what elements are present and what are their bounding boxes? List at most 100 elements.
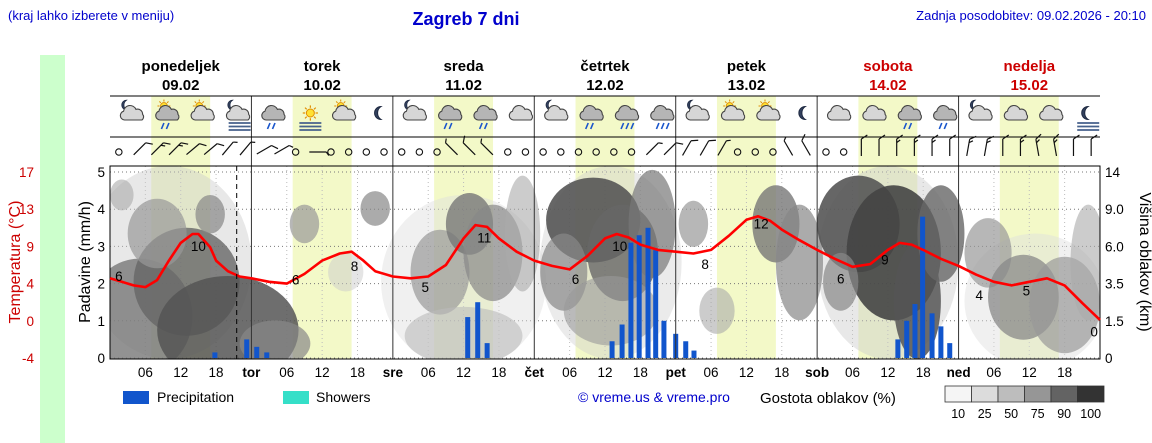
cloud-blob — [127, 198, 187, 269]
precip-bar — [484, 343, 490, 358]
cloud-layer — [110, 166, 1100, 359]
precip-bar — [912, 304, 918, 358]
calm-wind-icon — [397, 148, 406, 156]
cloud-blob — [195, 194, 225, 234]
calm-wind-icon — [733, 148, 742, 156]
precip-bar — [645, 227, 651, 358]
x-axis-hour-label: 18 — [491, 365, 506, 380]
day-name: nedelja — [1003, 58, 1055, 75]
cloud-height-axis-label: Višina oblakov (km) — [1136, 192, 1152, 331]
calm-wind-icon — [592, 148, 600, 156]
wind-barb-icon — [682, 139, 699, 156]
day-date: 13.02 — [728, 77, 766, 94]
x-axis-day-label: sre — [383, 365, 404, 380]
copyright-link[interactable]: © vreme.us & vreme.pro — [578, 389, 730, 405]
calm-wind-icon — [574, 148, 583, 156]
wind-barb-icon — [256, 144, 279, 155]
x-axis-hour-label: 12 — [880, 365, 895, 380]
left-green-strip — [40, 55, 65, 443]
cloud-icon — [544, 105, 569, 121]
wind-barb-icon — [168, 142, 189, 156]
weather-icon-sun-cloud — [756, 99, 781, 121]
cloud-icon — [862, 105, 887, 121]
cloud-icon — [968, 105, 993, 121]
cloud-blob — [917, 185, 965, 282]
precip-bar — [895, 339, 901, 358]
cloud-blob — [678, 200, 709, 248]
day-name: sobota — [863, 58, 913, 75]
x-axis-hour-label: 06 — [421, 365, 436, 380]
weather-icon-moon-cloud — [119, 99, 145, 121]
cloud-icon — [826, 105, 852, 121]
rain-icon — [584, 122, 589, 130]
precipitation-tick: 5 — [97, 165, 105, 180]
cloud-icon — [756, 105, 781, 121]
precip-bar — [244, 339, 250, 358]
weather-icon-moon — [798, 105, 808, 121]
day-date: 11.02 — [445, 77, 482, 94]
x-axis-hour-label: 06 — [704, 365, 719, 380]
temperature-value-label: 6 — [837, 271, 845, 286]
cloud-icon — [933, 105, 958, 121]
wind-barb-icon — [239, 141, 256, 156]
calm-wind-icon — [291, 148, 300, 156]
cloud-scale-tick: 100 — [1080, 407, 1101, 421]
wind-barb-icon — [133, 142, 153, 156]
precip-bar — [628, 242, 634, 358]
x-axis-hour-label: 18 — [1057, 365, 1072, 380]
rain-icon — [660, 122, 665, 130]
cloud-height-tick: 0 — [1105, 351, 1113, 366]
x-axis-hour-label: 18 — [774, 365, 789, 380]
x-axis-hour-label: 12 — [456, 365, 471, 380]
wind-barb-icon — [699, 139, 716, 156]
weather-icon-cloud-drizzle — [473, 105, 498, 130]
cloud-icon — [1039, 105, 1064, 121]
cloud-scale-swatch — [997, 385, 1025, 403]
weather-icon-sun-cloud — [720, 99, 746, 121]
wind-barb-icon — [717, 139, 731, 156]
calm-wind-icon — [362, 148, 371, 156]
wind-barb-icon — [1090, 134, 1098, 156]
temperature-tick: 9 — [26, 239, 34, 254]
cloud-blob — [775, 204, 824, 321]
rain-icon — [271, 122, 276, 130]
precip-bar — [904, 320, 910, 358]
temperature-value-label: 6 — [292, 273, 300, 288]
wind-barb-icon — [309, 151, 330, 156]
x-axis-hour-label: 18 — [633, 365, 648, 380]
calm-wind-icon — [415, 148, 424, 156]
cloud-scale-swatch — [1024, 385, 1052, 403]
precip-bar — [683, 341, 689, 358]
cloud-icon — [650, 105, 675, 121]
cloud-icon — [225, 105, 251, 121]
cloud-icon — [438, 105, 463, 121]
cloud-blob — [563, 276, 659, 346]
cloud-blob — [699, 287, 735, 334]
wind-barb-icon — [462, 135, 476, 156]
weather-icon-moon — [374, 105, 383, 121]
x-axis-day-label: sob — [805, 365, 829, 380]
temperature-tick: -4 — [22, 351, 34, 366]
wind-barb-icon — [913, 134, 921, 156]
weather-icon-cloud-drizzle — [933, 105, 958, 130]
wind-barb-icon — [186, 143, 207, 156]
x-axis-day-label: ned — [947, 365, 971, 380]
temperature-value-label: 12 — [754, 216, 769, 231]
cloud-blob — [1070, 204, 1100, 321]
precip-bar — [653, 250, 659, 358]
day-name: petek — [727, 58, 767, 75]
wind-barb-icon — [645, 142, 663, 156]
wind-barb-icon — [1002, 134, 1010, 156]
temperature-value-label: 10 — [612, 239, 627, 254]
temperature-axis-label: Temperatura (°C) — [7, 201, 24, 324]
rain-icon — [630, 122, 635, 130]
calm-wind-icon — [433, 148, 441, 156]
weather-icon-cloud-rain — [614, 105, 640, 130]
weather-icon-cloud-drizzle — [438, 105, 463, 130]
wind-barb-icon — [203, 143, 225, 156]
x-axis-hour-label: 18 — [350, 365, 365, 380]
cloud-icon — [579, 105, 604, 121]
day-name: četrtek — [580, 58, 630, 75]
